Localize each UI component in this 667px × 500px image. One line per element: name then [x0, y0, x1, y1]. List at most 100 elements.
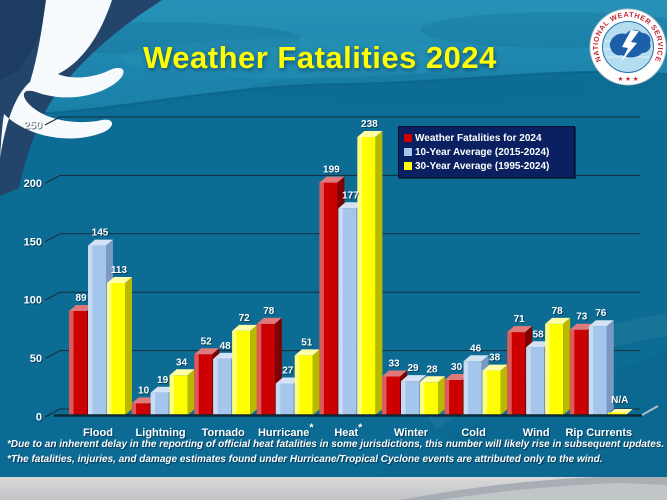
bar-group: [444, 355, 508, 415]
bar-top-face: [150, 386, 176, 393]
legend-label: Weather Fatalities for 2024: [415, 132, 542, 144]
bar-value-label: 46: [470, 343, 482, 354]
footnote-hurricane: *The fatalities, injuries, and damage es…: [7, 453, 603, 465]
bar-top-face: [588, 320, 614, 327]
bar-highlight: [150, 392, 156, 415]
bar-top-face: [545, 317, 571, 324]
y-tick-label: 250: [24, 120, 42, 132]
bar-value-label: 76: [595, 308, 607, 319]
bar-highlight: [319, 182, 324, 415]
bar-top-face: [319, 176, 345, 183]
y-tick: [44, 233, 61, 243]
bar-group: [507, 317, 571, 415]
y-tick: [44, 408, 61, 418]
bar-value-label: 27: [282, 365, 294, 376]
legend-item: 30-Year Average (1995-2024): [404, 159, 574, 173]
category-label: Heat*: [334, 422, 363, 439]
y-tick-label: 200: [24, 178, 42, 190]
page-title: Weather Fatalities 2024: [143, 40, 497, 75]
bar-top-face: [507, 326, 533, 333]
chart-legend: Weather Fatalities for 2024 10-Year Aver…: [398, 126, 575, 178]
bar-side-face: [312, 349, 320, 415]
bar-side-face: [438, 376, 445, 415]
bar-value-label: 29: [407, 363, 419, 374]
legend-label: 10-Year Average (2015-2024): [415, 146, 550, 158]
y-tick: [44, 116, 61, 126]
white-swoosh: [0, 0, 124, 158]
bar-top-face: [194, 348, 220, 355]
legend-item: 10-Year Average (2015-2024): [404, 145, 574, 159]
bar-highlight: [526, 347, 531, 415]
legend-label: 30-Year Average (1995-2024): [415, 160, 550, 172]
bar-highlight: [256, 323, 262, 415]
bar-value-label: 113: [111, 265, 128, 276]
bar-value-label: 72: [239, 313, 251, 324]
bar-value-label: 51: [301, 337, 313, 348]
bar-top-face: [256, 317, 282, 324]
y-tick-label: 50: [30, 353, 42, 365]
category-label: Hurricane*: [258, 422, 314, 439]
bar-highlight: [420, 382, 425, 415]
bar-group: [194, 324, 258, 415]
bar-top-face: [463, 355, 489, 362]
bar-side-face: [500, 364, 508, 415]
logo-lightning-icon: [621, 30, 639, 62]
bar-highlight: [232, 330, 237, 415]
bar-value-label: 199: [323, 165, 340, 176]
bar-highlight: [88, 245, 93, 415]
category-label: Cold: [461, 427, 485, 439]
category-label: Wind: [523, 427, 550, 439]
bar-value-label: 33: [388, 358, 400, 369]
bar-value-label: 28: [426, 364, 438, 375]
bar-highlight: [69, 311, 74, 415]
bar-top-face: [401, 375, 426, 382]
bar-top-face: [382, 370, 407, 377]
bar-top-face: [526, 341, 552, 348]
bar-value-label: 10: [138, 385, 150, 396]
bar-value-label: 78: [552, 306, 564, 317]
bar-top-face: [275, 377, 301, 384]
bar-group: [569, 320, 633, 415]
bar-highlight: [213, 358, 218, 415]
footnote-heat: *Due to an inherent delay in the reporti…: [7, 439, 665, 450]
bar-value-label: 145: [92, 228, 109, 239]
bar-highlight: [194, 354, 199, 415]
legend-swatch-2024: [404, 134, 412, 142]
bar-group: [131, 369, 195, 415]
y-tick: [44, 350, 61, 360]
bar-side-face: [187, 369, 195, 415]
bar-highlight: [588, 326, 594, 415]
bar-side-face: [375, 131, 383, 416]
bottom-strip: [0, 477, 667, 500]
bar-top-face: [444, 373, 470, 380]
bar-highlight: [545, 323, 550, 415]
bar-side-face: [606, 320, 614, 415]
bar-highlight: [275, 383, 281, 415]
bar-group: [69, 239, 132, 415]
legend-item: Weather Fatalities for 2024: [404, 131, 574, 145]
legend-swatch-10yr: [404, 148, 412, 156]
bar-highlight: [131, 403, 137, 415]
bar-value-label: 30: [451, 362, 463, 373]
bar-side-face: [563, 317, 571, 415]
legend-swatch-30yr: [404, 162, 412, 170]
bar-value-label: 34: [176, 357, 188, 368]
bar-side-face: [125, 277, 132, 415]
bar-highlight: [401, 381, 406, 415]
y-tick: [44, 174, 61, 184]
category-label: Tornado: [202, 427, 245, 439]
bar-value-label: 38: [489, 353, 501, 364]
y-tick-label: 0: [36, 412, 42, 424]
bar-value-label: 78: [263, 306, 275, 317]
bar-side-face: [250, 324, 258, 415]
bar-top-face: [107, 277, 132, 284]
footnotes: *Due to an inherent delay in the reporti…: [7, 438, 665, 467]
logo-stars: ★ ★ ★: [617, 75, 638, 83]
bar-group: [256, 317, 320, 415]
bottom-strip-watermark: [400, 477, 667, 500]
bar-top-face: [232, 324, 258, 331]
bar-top-face: [569, 323, 595, 330]
nws-logo: NATIONAL WEATHER SERVICE ★ ★ ★: [589, 8, 667, 86]
bar-value-label: 89: [75, 293, 87, 304]
